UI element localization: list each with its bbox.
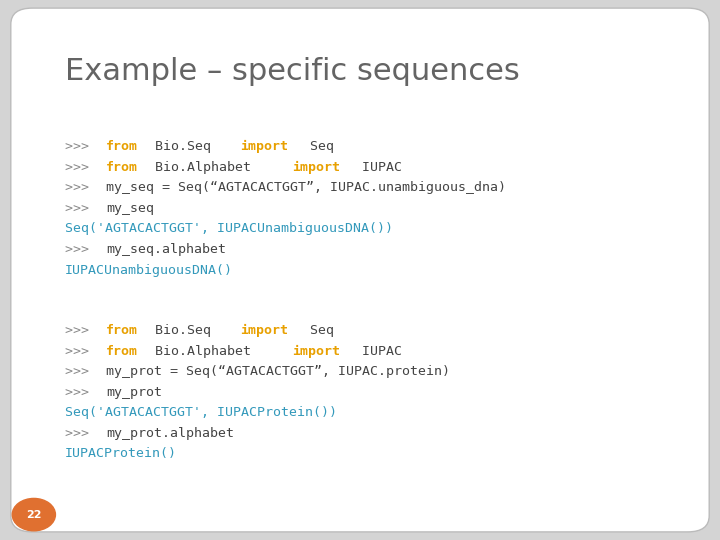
Text: >>>: >>> [65,427,96,440]
Text: >>>: >>> [65,345,96,357]
Text: Bio.Seq: Bio.Seq [148,140,220,153]
Text: Seq('AGTACACTGGT', IUPACUnambiguousDNA()): Seq('AGTACACTGGT', IUPACUnambiguousDNA()… [65,222,393,235]
Text: Bio.Alphabet: Bio.Alphabet [148,345,259,357]
Text: >>>: >>> [65,365,96,378]
Circle shape [12,498,55,531]
Text: Bio.Alphabet: Bio.Alphabet [148,161,259,174]
Text: import: import [292,345,340,357]
FancyBboxPatch shape [11,8,709,532]
Text: Bio.Seq: Bio.Seq [148,324,220,337]
Text: 22: 22 [26,510,42,519]
Text: import: import [292,161,340,174]
Text: my_seq: my_seq [106,202,154,215]
Text: IUPAC: IUPAC [354,345,402,357]
Text: import: import [240,324,288,337]
Text: from: from [106,161,138,174]
Text: my_seq.alphabet: my_seq.alphabet [106,243,226,256]
Text: my_prot.alphabet: my_prot.alphabet [106,427,234,440]
Text: IUPACProtein(): IUPACProtein() [65,447,177,460]
Text: from: from [106,324,138,337]
Text: my_prot: my_prot [106,386,162,399]
Text: my_prot = Seq(“AGTACACTGGT”, IUPAC.protein): my_prot = Seq(“AGTACACTGGT”, IUPAC.prote… [106,365,450,378]
Text: Example – specific sequences: Example – specific sequences [65,57,520,86]
Text: >>>: >>> [65,202,96,215]
Text: from: from [106,345,138,357]
Text: Seq: Seq [302,140,334,153]
Text: IUPACUnambiguousDNA(): IUPACUnambiguousDNA() [65,264,233,276]
Text: Seq: Seq [302,324,334,337]
Text: >>>: >>> [65,243,96,256]
Text: IUPAC: IUPAC [354,161,402,174]
Text: >>>: >>> [65,181,96,194]
Text: Seq('AGTACACTGGT', IUPACProtein()): Seq('AGTACACTGGT', IUPACProtein()) [65,406,337,419]
Text: import: import [240,140,288,153]
Text: >>>: >>> [65,161,96,174]
Text: from: from [106,140,138,153]
Text: >>>: >>> [65,386,96,399]
Text: >>>: >>> [65,140,96,153]
Text: my_seq = Seq(“AGTACACTGGT”, IUPAC.unambiguous_dna): my_seq = Seq(“AGTACACTGGT”, IUPAC.unambi… [106,181,506,194]
Text: >>>: >>> [65,324,96,337]
